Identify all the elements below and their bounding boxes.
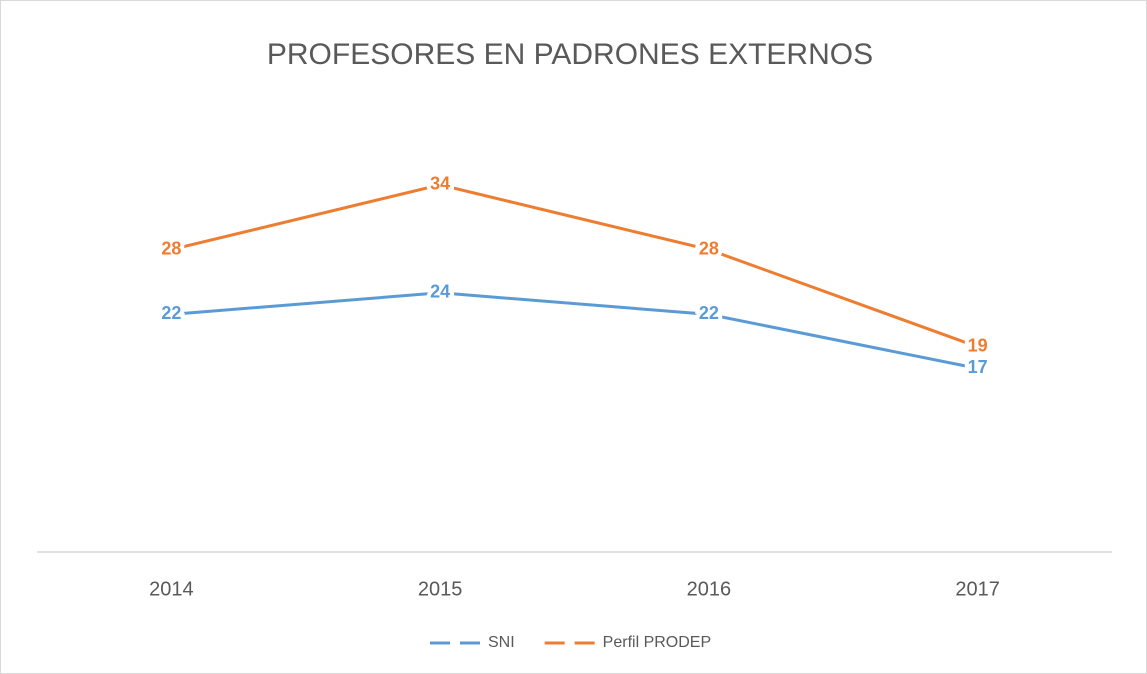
data-label: 22 (699, 303, 719, 323)
x-tick-label: 2016 (687, 578, 732, 600)
legend-label: Perfil PRODEP (603, 634, 711, 651)
series-line (171, 291, 978, 370)
data-label: 34 (430, 174, 450, 194)
x-tick-label: 2015 (418, 578, 463, 600)
data-label: 28 (699, 238, 719, 258)
x-tick-label: 2014 (149, 578, 194, 600)
data-label: 24 (430, 282, 450, 302)
x-tick-label: 2017 (955, 578, 1000, 600)
chart-title: PROFESORES EN PADRONES EXTERNOS (267, 38, 873, 71)
data-label: 28 (161, 238, 181, 258)
data-label: 19 (968, 336, 988, 356)
series-line (171, 183, 979, 349)
data-label: 17 (968, 357, 988, 377)
data-label: 22 (161, 303, 181, 323)
legend-label: SNI (488, 634, 515, 651)
